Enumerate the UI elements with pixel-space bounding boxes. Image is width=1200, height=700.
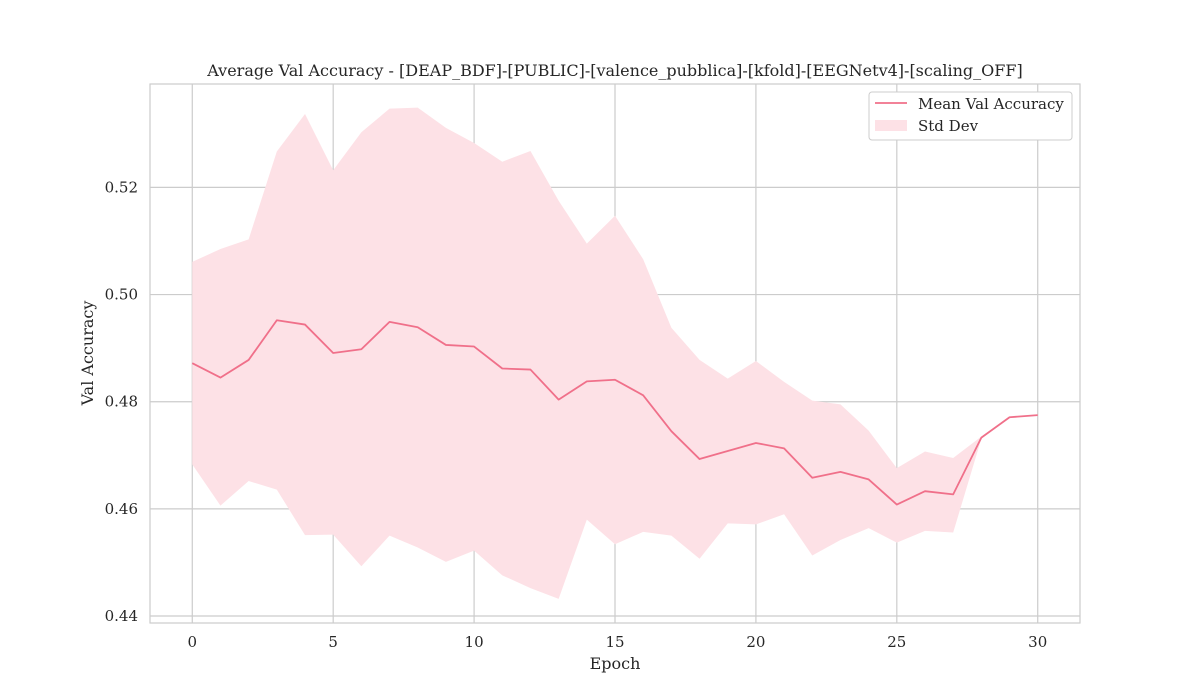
x-axis-ticks: 0 5 10 15 20 25 30: [187, 633, 1047, 651]
legend-std-dev-label: Std Dev: [918, 117, 979, 135]
x-axis-label: Epoch: [590, 654, 641, 673]
y-tick-label: 0.46: [105, 500, 138, 518]
y-tick-label: 0.50: [105, 286, 138, 304]
y-axis-label: Val Accuracy: [78, 301, 97, 407]
x-tick-label: 15: [605, 633, 624, 651]
legend-std-dev-swatch: [875, 120, 907, 131]
mean-val-accuracy-line: [191, 319, 1038, 506]
x-tick-label: 25: [887, 633, 906, 651]
legend-mean-label: Mean Val Accuracy: [918, 95, 1064, 113]
legend-box: [868, 91, 1073, 141]
y-tick-label: 0.52: [105, 178, 138, 196]
x-tick-label: 10: [465, 633, 484, 651]
legend: Mean Val Accuracy Std Dev: [868, 91, 1073, 141]
y-tick-label: 0.44: [105, 607, 138, 625]
x-tick-label: 20: [746, 633, 765, 651]
x-tick-label: 5: [328, 633, 338, 651]
y-axis-ticks: 0.44 0.46 0.48 0.50 0.52: [105, 178, 138, 625]
x-tick-label: 30: [1028, 633, 1047, 651]
chart-title: Average Val Accuracy - [DEAP_BDF]-[PUBLI…: [206, 61, 1022, 80]
plot-frame: [149, 83, 1081, 624]
std-dev-band: [192, 107, 1038, 599]
x-tick-label: 0: [187, 633, 197, 651]
y-tick-label: 0.48: [105, 393, 138, 411]
